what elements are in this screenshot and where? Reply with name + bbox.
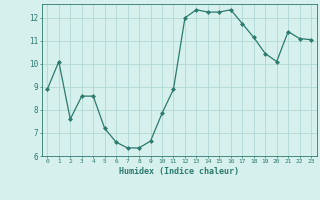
X-axis label: Humidex (Indice chaleur): Humidex (Indice chaleur) bbox=[119, 167, 239, 176]
